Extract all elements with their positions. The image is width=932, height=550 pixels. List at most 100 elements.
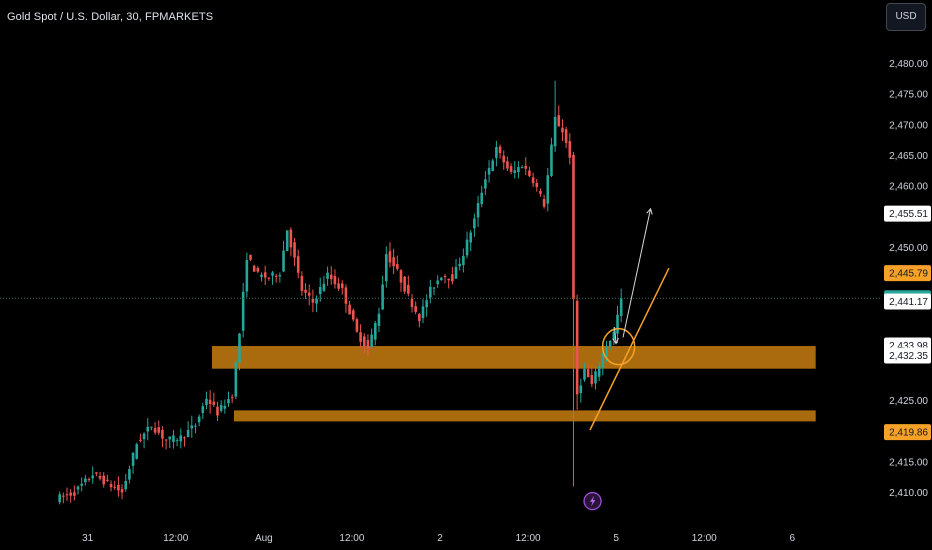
candle — [124, 474, 128, 492]
candle — [377, 307, 381, 332]
candle-body — [410, 298, 414, 307]
candle-body — [586, 368, 590, 378]
candle-body — [157, 427, 161, 433]
candle — [575, 294, 579, 410]
price-label: 2,455.51 — [884, 205, 931, 222]
candle-body — [227, 398, 230, 404]
candle-body — [572, 154, 575, 300]
candle — [98, 471, 102, 481]
candle-body — [388, 251, 392, 263]
lightning-icon[interactable] — [583, 491, 602, 511]
candle-body — [172, 435, 175, 442]
entry-arrow — [612, 326, 619, 345]
candle — [234, 359, 238, 399]
candle-body — [396, 264, 399, 269]
price-label-text: 2,433.98 — [889, 341, 928, 352]
candle-body — [333, 276, 337, 285]
candle — [139, 433, 142, 443]
y-tick-label: 2,465.00 — [889, 151, 928, 162]
candle-body — [311, 298, 315, 303]
candle-body — [230, 397, 234, 399]
candle-body — [315, 298, 318, 304]
candle-body — [451, 274, 454, 282]
candle — [91, 466, 94, 484]
candle — [520, 165, 524, 169]
candle-body — [392, 257, 395, 267]
candle-body — [179, 435, 183, 442]
candle — [168, 436, 172, 449]
candle — [619, 288, 623, 323]
candle — [65, 487, 69, 501]
trendline — [589, 267, 670, 431]
candle — [113, 480, 117, 490]
candle-body — [95, 472, 98, 474]
x-tick-label: 2 — [437, 533, 443, 544]
candle-body — [102, 475, 106, 485]
candle — [307, 284, 311, 306]
x-tick-label: Aug — [255, 533, 273, 544]
candle — [608, 340, 612, 351]
candle-body — [293, 242, 296, 258]
candle — [216, 401, 219, 421]
candle-body — [575, 300, 579, 395]
candle — [513, 161, 517, 179]
time-axis: 31 12:00 Aug 12:00 2 12:00 5 12:00 6 — [82, 533, 795, 544]
y-tick-label: 2,475.00 — [889, 90, 928, 101]
candle — [227, 391, 230, 407]
candle-body — [605, 346, 608, 358]
candle-body — [462, 255, 465, 266]
candle — [392, 248, 395, 275]
candle-body — [440, 277, 443, 281]
candle-body — [583, 368, 586, 380]
candle-body — [509, 166, 513, 172]
candle-body — [601, 354, 605, 368]
candle-body — [109, 484, 113, 488]
candle-body — [381, 284, 384, 310]
candle-body — [278, 274, 282, 277]
projection-arrow-head — [646, 207, 653, 215]
candle — [73, 485, 76, 501]
candle-body — [557, 115, 561, 127]
candle-body — [608, 340, 612, 347]
candle — [179, 428, 183, 449]
candle-body — [502, 155, 506, 163]
candle — [205, 391, 208, 410]
candle-body — [91, 475, 94, 479]
candle-body — [542, 199, 546, 207]
candle — [506, 156, 509, 171]
candle-body — [520, 167, 524, 169]
price-label-box — [884, 347, 931, 364]
candle — [106, 474, 109, 482]
candle-body — [564, 129, 568, 143]
y-tick-label: 2,425.00 — [889, 396, 928, 407]
price-label-text: 2,445.79 — [889, 269, 928, 280]
candle-body — [351, 310, 355, 320]
candle — [175, 438, 179, 447]
candle — [208, 390, 212, 414]
candle — [359, 324, 362, 348]
candle-body — [373, 323, 377, 340]
candle-body — [223, 406, 227, 409]
price-label-text: 2,455.51 — [889, 209, 928, 220]
candle-body — [487, 167, 491, 175]
candle-body — [256, 268, 260, 272]
candle-body — [241, 291, 245, 331]
candle — [561, 119, 564, 142]
candle — [385, 246, 388, 288]
candle-body — [414, 306, 417, 312]
candle — [278, 272, 282, 283]
candle — [241, 282, 245, 338]
candle — [451, 266, 454, 285]
candle-body — [362, 336, 366, 347]
candle-body — [421, 306, 425, 319]
candle — [172, 429, 175, 449]
candle — [399, 269, 403, 292]
x-tick-label: 12:00 — [339, 533, 364, 544]
currency-button[interactable]: USD — [886, 3, 926, 31]
candle — [117, 476, 120, 497]
candle-body — [216, 406, 219, 416]
candle-body — [535, 182, 539, 188]
candle-body — [62, 495, 65, 497]
candle-body — [58, 494, 61, 503]
